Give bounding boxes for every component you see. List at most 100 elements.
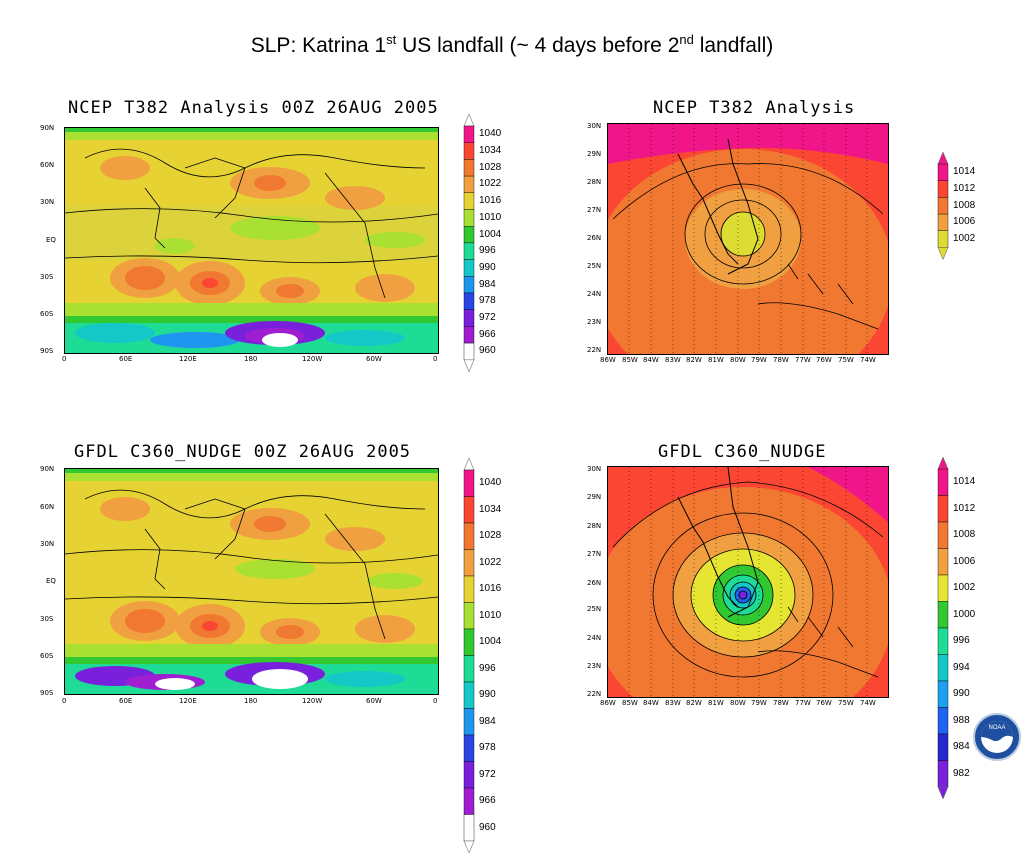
colorbar-segment xyxy=(463,342,475,361)
x-tick: 83W xyxy=(665,356,681,364)
x-tick: 60E xyxy=(119,697,133,705)
y-tick: 25N xyxy=(587,262,602,270)
y-tick: EQ xyxy=(46,577,56,585)
colorbar-segment xyxy=(937,601,949,629)
y-tick: 90N xyxy=(40,124,55,132)
colorbar-top-arrow xyxy=(937,152,949,165)
colorbar-label: 994 xyxy=(953,661,970,673)
x-tick: 80W xyxy=(730,699,746,707)
y-tick: 30S xyxy=(40,273,54,281)
x-tick: 60E xyxy=(119,355,133,363)
x-tick: 75W xyxy=(838,356,854,364)
colorbar-label: 1006 xyxy=(953,555,976,567)
colorbar-segment xyxy=(937,197,949,215)
y-tick: 26N xyxy=(587,234,602,242)
x-tick: 79W xyxy=(751,356,767,364)
colorbar-segment xyxy=(937,180,949,198)
colorbar-label: 984 xyxy=(479,278,496,290)
colorbar-segment xyxy=(463,734,475,762)
colorbar-segment xyxy=(463,192,475,210)
colorbar-label: 960 xyxy=(479,821,496,833)
y-tick: 22N xyxy=(587,346,602,354)
x-tick: 78W xyxy=(773,356,789,364)
colorbar-label: 1004 xyxy=(479,636,502,648)
colorbar-segment xyxy=(463,708,475,736)
colorbar-segment xyxy=(463,326,475,344)
colorbar-label: 990 xyxy=(479,261,496,273)
x-tick: 78W xyxy=(773,699,789,707)
colorbar-segment xyxy=(463,292,475,310)
colorbar-segment xyxy=(463,522,475,550)
noaa-logo-icon: NOAA xyxy=(973,713,1021,761)
y-tick: 60S xyxy=(40,652,54,660)
colorbar-segment xyxy=(463,549,475,577)
y-tick: 29N xyxy=(587,493,602,501)
y-tick: 30S xyxy=(40,615,54,623)
colorbar-segment xyxy=(463,628,475,656)
y-tick: 60N xyxy=(40,161,55,169)
x-tick: 76W xyxy=(816,699,832,707)
colorbar-label: 972 xyxy=(479,312,496,324)
colorbar-label: 966 xyxy=(479,328,496,340)
y-tick: 27N xyxy=(587,206,602,214)
x-tick: 77W xyxy=(795,699,811,707)
x-tick: 81W xyxy=(708,356,724,364)
colorbar-top-arrow xyxy=(937,457,949,470)
colorbar-label: 960 xyxy=(479,345,496,357)
colorbar-segment xyxy=(463,159,475,177)
colorbar-segment xyxy=(937,680,949,708)
colorbar-label: 1006 xyxy=(953,216,976,228)
x-tick: 85W xyxy=(622,356,638,364)
y-tick: 23N xyxy=(587,318,602,326)
y-tick: 30N xyxy=(40,198,55,206)
x-tick: 80W xyxy=(730,356,746,364)
x-tick: 76W xyxy=(816,356,832,364)
colorbar-label: 1002 xyxy=(953,582,976,594)
colorbar-segment xyxy=(463,125,475,143)
y-tick: 90S xyxy=(40,689,54,697)
x-tick: 79W xyxy=(751,699,767,707)
colorbar-label: 1004 xyxy=(479,228,502,240)
colorbar-graphic xyxy=(937,457,949,799)
y-tick: 90N xyxy=(40,465,55,473)
x-tick: 0 xyxy=(433,697,438,705)
colorbar-label: 978 xyxy=(479,742,496,754)
slide-title: SLP: Katrina 1st US landfall (~ 4 days b… xyxy=(250,32,774,57)
regional-slp-map xyxy=(607,466,889,698)
colorbar-label: 996 xyxy=(953,635,970,647)
colorbar-label: 1028 xyxy=(479,161,502,173)
colorbar-label: 1016 xyxy=(479,583,502,595)
colorbar-label: 984 xyxy=(953,741,970,753)
y-tick: EQ xyxy=(46,236,56,244)
colorbar-segment xyxy=(937,760,949,788)
y-tick: 90S xyxy=(40,347,54,355)
colorbar-segment xyxy=(463,681,475,709)
colorbar-label: 1016 xyxy=(479,195,502,207)
colorbar-segment xyxy=(937,627,949,655)
colorbar-segment xyxy=(937,733,949,761)
colorbar-label: 1014 xyxy=(953,476,976,488)
y-tick: 28N xyxy=(587,178,602,186)
colorbar-segment xyxy=(937,548,949,576)
x-tick: 120W xyxy=(302,697,323,705)
colorbar-top-arrow xyxy=(463,114,475,127)
colorbar-segment xyxy=(937,213,949,231)
x-tick: 74W xyxy=(860,699,876,707)
colorbar-bottom-arrow xyxy=(463,359,475,372)
colorbar-segment xyxy=(463,309,475,327)
x-tick: 86W xyxy=(600,699,616,707)
global-slp-field xyxy=(65,469,438,694)
colorbar-segment xyxy=(463,259,475,277)
colorbar-segment xyxy=(463,814,475,842)
regional-slp-field xyxy=(608,124,888,354)
colorbar-label: 1040 xyxy=(479,128,502,140)
x-tick: 0 xyxy=(433,355,438,363)
colorbar-label: 1008 xyxy=(953,199,976,211)
x-tick: 81W xyxy=(708,699,724,707)
y-tick: 27N xyxy=(587,550,602,558)
x-tick: 60W xyxy=(366,697,382,705)
noaa-logo: NOAA xyxy=(972,712,1022,762)
y-tick: 30N xyxy=(587,122,602,130)
colorbar-label: 1000 xyxy=(953,608,976,620)
y-tick: 30N xyxy=(587,465,602,473)
